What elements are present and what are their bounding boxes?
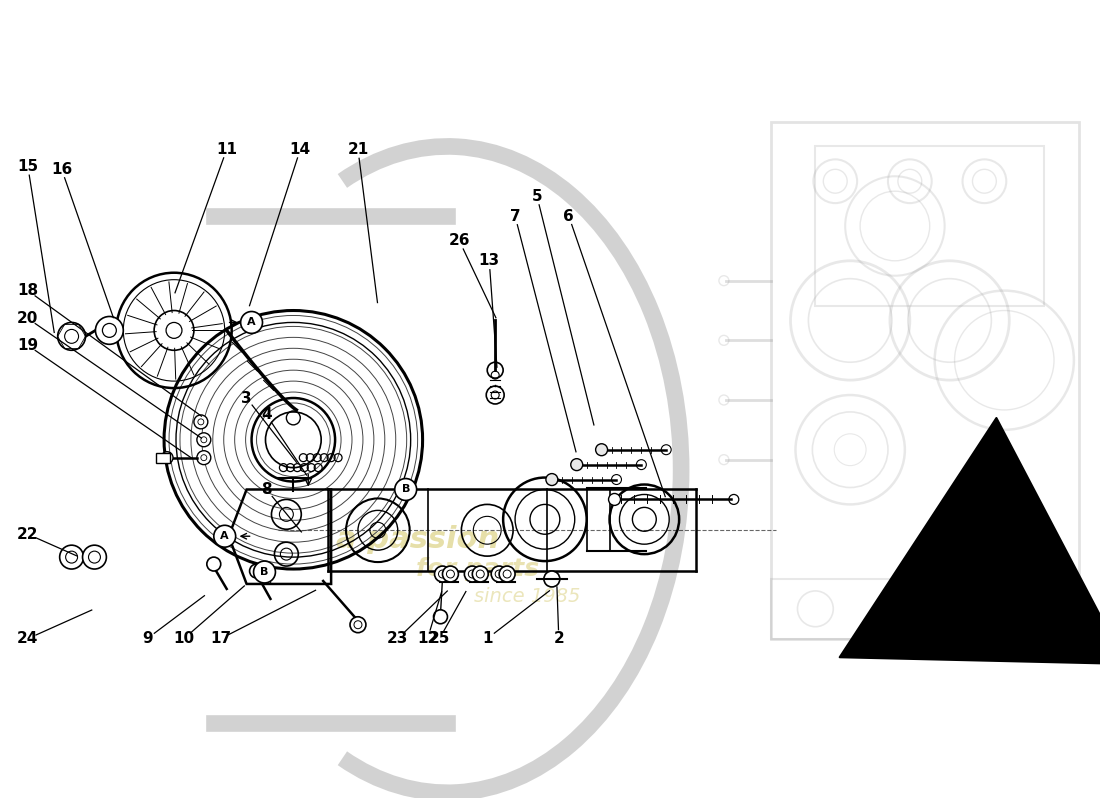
Circle shape — [207, 557, 221, 571]
Text: A: A — [248, 318, 256, 327]
Circle shape — [161, 452, 173, 464]
Circle shape — [197, 450, 211, 465]
Circle shape — [595, 444, 607, 456]
Text: 7: 7 — [509, 209, 520, 223]
Circle shape — [546, 474, 558, 486]
Circle shape — [350, 617, 366, 633]
Text: 12: 12 — [417, 631, 438, 646]
Text: 3: 3 — [241, 390, 252, 406]
Text: A: A — [220, 531, 229, 542]
Circle shape — [241, 311, 263, 334]
Circle shape — [166, 322, 182, 338]
Text: 24: 24 — [18, 631, 38, 646]
Circle shape — [194, 415, 208, 429]
Text: 25: 25 — [429, 631, 450, 646]
Text: 20: 20 — [18, 311, 38, 326]
Text: B: B — [261, 567, 268, 577]
Circle shape — [82, 545, 107, 569]
Text: a passion: a passion — [336, 525, 499, 554]
Text: 1: 1 — [482, 631, 493, 646]
Circle shape — [608, 494, 620, 506]
Text: for parts: for parts — [416, 557, 539, 581]
Text: 23: 23 — [387, 631, 408, 646]
Bar — [815, 146, 1044, 306]
Text: 11: 11 — [217, 142, 238, 157]
Text: 14: 14 — [289, 142, 311, 157]
Circle shape — [395, 478, 417, 501]
Text: 10: 10 — [174, 631, 195, 646]
Text: 8: 8 — [261, 482, 272, 497]
Circle shape — [464, 566, 481, 582]
Circle shape — [543, 571, 560, 587]
Text: 2: 2 — [553, 631, 564, 646]
Bar — [771, 579, 1079, 638]
Text: 6: 6 — [563, 209, 574, 223]
Circle shape — [57, 322, 86, 350]
Circle shape — [492, 566, 507, 582]
Text: 26: 26 — [449, 234, 470, 249]
Circle shape — [197, 433, 211, 446]
Text: 5: 5 — [531, 189, 542, 204]
Bar — [771, 122, 1079, 638]
Circle shape — [434, 566, 450, 582]
Circle shape — [571, 458, 583, 470]
Circle shape — [254, 561, 275, 583]
Text: 21: 21 — [348, 142, 369, 157]
Circle shape — [433, 610, 448, 624]
Text: 19: 19 — [18, 338, 38, 353]
Text: since 1985: since 1985 — [474, 587, 580, 606]
Circle shape — [59, 545, 84, 569]
Text: 16: 16 — [51, 162, 73, 177]
Circle shape — [250, 564, 264, 578]
Text: 4: 4 — [261, 407, 272, 422]
Circle shape — [499, 566, 515, 582]
Circle shape — [442, 566, 459, 582]
Bar — [156, 453, 170, 462]
Text: 13: 13 — [478, 254, 499, 268]
Text: 18: 18 — [18, 283, 38, 298]
Circle shape — [213, 526, 235, 547]
Circle shape — [472, 566, 488, 582]
Bar — [586, 487, 609, 551]
Text: 15: 15 — [18, 159, 38, 174]
Text: 17: 17 — [210, 631, 231, 646]
Text: 22: 22 — [18, 526, 38, 542]
Text: B: B — [402, 485, 410, 494]
Circle shape — [96, 317, 123, 344]
Text: 9: 9 — [142, 631, 153, 646]
